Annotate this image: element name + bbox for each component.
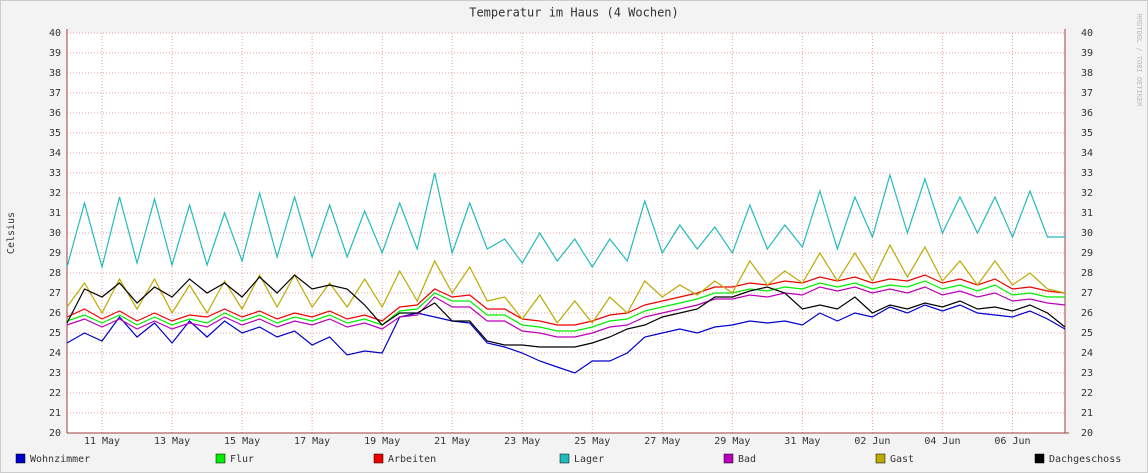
x-tick-label: 04 Jun bbox=[924, 436, 960, 447]
legend-label: Lager bbox=[574, 454, 604, 465]
y2-tick-label: 27 bbox=[1081, 288, 1093, 299]
y-tick-label: 28 bbox=[49, 268, 61, 279]
y2-tick-label: 33 bbox=[1081, 168, 1093, 179]
legend-swatch bbox=[15, 453, 26, 464]
y-tick-label: 20 bbox=[49, 428, 61, 439]
y2-tick-label: 37 bbox=[1081, 88, 1093, 99]
y2-tick-label: 29 bbox=[1081, 248, 1093, 259]
x-tick-label: 19 May bbox=[364, 436, 400, 447]
y-tick-label: 27 bbox=[49, 288, 61, 299]
x-tick-label: 23 May bbox=[504, 436, 540, 447]
series-line bbox=[66, 172, 1065, 270]
y2-tick-label: 20 bbox=[1081, 428, 1093, 439]
x-tick-label: 06 Jun bbox=[994, 436, 1030, 447]
y-tick-label: 26 bbox=[49, 308, 61, 319]
y-tick-label: 23 bbox=[49, 368, 61, 379]
y2-tick-label: 28 bbox=[1081, 268, 1093, 279]
legend-swatch bbox=[1034, 453, 1045, 464]
y2-tick-label: 25 bbox=[1081, 328, 1093, 339]
y-tick-label: 30 bbox=[49, 228, 61, 239]
legend-label: Gast bbox=[890, 454, 914, 465]
y-tick-label: 37 bbox=[49, 88, 61, 99]
y2-tick-label: 40 bbox=[1081, 28, 1093, 39]
legend-swatch bbox=[875, 453, 886, 464]
x-tick-label: 25 May bbox=[574, 436, 610, 447]
y2-tick-label: 38 bbox=[1081, 68, 1093, 79]
y-tick-label: 38 bbox=[49, 68, 61, 79]
legend-swatch bbox=[215, 453, 226, 464]
legend-label: Wohnzimmer bbox=[30, 454, 90, 465]
y2-tick-label: 26 bbox=[1081, 308, 1093, 319]
y-tick-label: 36 bbox=[49, 108, 61, 119]
y2-tick-label: 31 bbox=[1081, 208, 1093, 219]
legend-label: Arbeiten bbox=[388, 454, 436, 465]
x-tick-label: 02 Jun bbox=[854, 436, 890, 447]
watermark: RRDTOOL / TOBI OETIKER bbox=[1135, 14, 1143, 108]
y-tick-label: 29 bbox=[49, 248, 61, 259]
x-tick-label: 11 May bbox=[84, 436, 120, 447]
y2-tick-label: 23 bbox=[1081, 368, 1093, 379]
y-tick-label: 21 bbox=[49, 408, 61, 419]
y-tick-label: 34 bbox=[49, 148, 61, 159]
y-axis-label: Celsius bbox=[6, 212, 17, 254]
series-line bbox=[66, 243, 1066, 325]
y2-tick-label: 35 bbox=[1081, 128, 1093, 139]
legend-swatch bbox=[373, 453, 384, 464]
y2-tick-label: 34 bbox=[1081, 148, 1093, 159]
y-tick-label: 32 bbox=[49, 188, 61, 199]
series-line bbox=[66, 274, 1066, 326]
y2-tick-label: 22 bbox=[1081, 388, 1093, 399]
y2-tick-label: 36 bbox=[1081, 108, 1093, 119]
y2-tick-label: 24 bbox=[1081, 348, 1093, 359]
legend-swatch bbox=[559, 453, 570, 464]
x-tick-label: 31 May bbox=[784, 436, 820, 447]
x-tick-label: 29 May bbox=[714, 436, 750, 447]
y2-tick-label: 30 bbox=[1081, 228, 1093, 239]
x-tick-label: 21 May bbox=[434, 436, 470, 447]
y2-tick-label: 32 bbox=[1081, 188, 1093, 199]
y-tick-label: 22 bbox=[49, 388, 61, 399]
y2-tick-label: 21 bbox=[1081, 408, 1093, 419]
y-tick-label: 31 bbox=[49, 208, 61, 219]
legend-label: Dachgeschoss bbox=[1049, 454, 1121, 465]
y-tick-label: 35 bbox=[49, 128, 61, 139]
series-line bbox=[66, 280, 1065, 332]
chart-title: Temperatur im Haus (4 Wochen) bbox=[469, 6, 679, 20]
series-line bbox=[66, 286, 1066, 338]
y-tick-label: 39 bbox=[49, 48, 61, 59]
legend-label: Flur bbox=[230, 454, 254, 465]
y-tick-label: 40 bbox=[49, 28, 61, 39]
y-tick-label: 24 bbox=[49, 348, 61, 359]
legend-swatch bbox=[723, 453, 734, 464]
y-tick-label: 33 bbox=[49, 168, 61, 179]
x-tick-label: 13 May bbox=[154, 436, 190, 447]
legend-label: Bad bbox=[738, 454, 756, 465]
y-tick-label: 25 bbox=[49, 328, 61, 339]
y2-tick-label: 39 bbox=[1081, 48, 1093, 59]
series-line bbox=[66, 274, 1066, 348]
series-line bbox=[66, 304, 1066, 374]
x-tick-label: 17 May bbox=[294, 436, 330, 447]
x-tick-label: 15 May bbox=[224, 436, 260, 447]
x-tick-label: 27 May bbox=[644, 436, 680, 447]
